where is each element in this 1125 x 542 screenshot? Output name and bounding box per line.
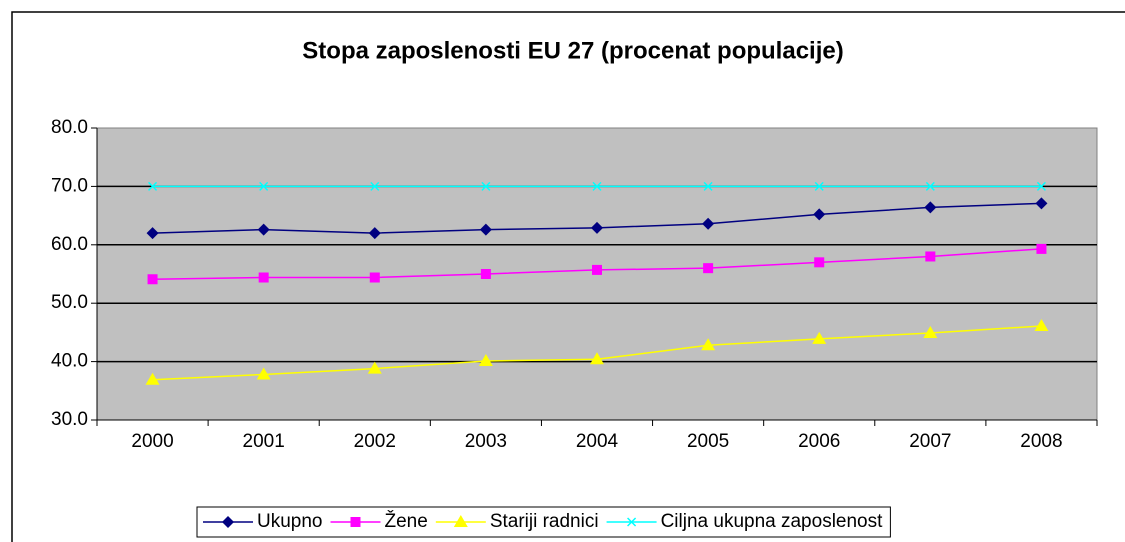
marker: [592, 264, 602, 275]
marker: [367, 361, 382, 374]
marker: [702, 217, 715, 230]
marker: [453, 515, 468, 527]
y-tick-label: 40.0: [51, 351, 88, 372]
marker: [147, 274, 158, 285]
marker: [591, 221, 603, 234]
x-tick-label: 2004: [576, 431, 619, 452]
marker: [350, 517, 361, 527]
legend-label: Ukupno: [257, 511, 323, 532]
marker: [146, 227, 159, 240]
marker: [1035, 197, 1048, 210]
marker: [481, 181, 491, 191]
marker: [592, 181, 602, 191]
marker: [368, 227, 381, 240]
x-tick-label: 2008: [1020, 431, 1062, 452]
marker: [703, 263, 714, 274]
marker: [814, 257, 825, 268]
marker: [813, 208, 826, 221]
marker: [259, 181, 269, 191]
x-tick-label: 2001: [243, 431, 285, 452]
marker: [814, 181, 824, 191]
legend-label: Ciljna ukupna zaposlenost: [661, 511, 884, 532]
x-tick-label: 2006: [798, 431, 840, 452]
marker: [925, 251, 936, 262]
x-tick-label: 2007: [909, 431, 951, 452]
marker: [479, 223, 492, 236]
marker: [148, 181, 158, 191]
y-tick-label: 70.0: [51, 175, 88, 196]
x-tick-label: 2005: [687, 431, 729, 452]
marker: [590, 352, 604, 365]
marker: [370, 181, 380, 191]
x-tick-label: 2003: [465, 431, 507, 452]
marker: [925, 181, 935, 191]
legend: [196, 506, 891, 538]
x-tick-label: 2002: [354, 431, 396, 452]
marker: [145, 372, 160, 385]
marker: [1036, 181, 1046, 191]
legend-label: Stariji radnici: [490, 511, 599, 532]
y-tick-label: 80.0: [51, 117, 88, 138]
marker: [1036, 243, 1047, 254]
y-tick-label: 50.0: [51, 292, 88, 313]
marker: [257, 223, 270, 236]
y-tick-label: 60.0: [51, 234, 88, 255]
marker: [812, 331, 827, 344]
marker: [478, 354, 493, 367]
legend-label: Žene: [385, 510, 428, 532]
marker: [627, 517, 637, 527]
marker: [369, 272, 380, 283]
x-tick-label: 2000: [131, 431, 173, 452]
y-tick-label: 30.0: [51, 409, 88, 430]
marker: [222, 516, 234, 528]
marker: [1034, 318, 1049, 331]
marker: [924, 201, 937, 214]
marker: [923, 325, 938, 338]
marker: [256, 367, 271, 380]
marker: [258, 272, 269, 283]
marker: [703, 181, 713, 191]
marker: [701, 338, 716, 351]
marker: [480, 269, 491, 279]
chart-title: Stopa zaposlenosti EU 27 (procenat popul…: [302, 37, 843, 64]
